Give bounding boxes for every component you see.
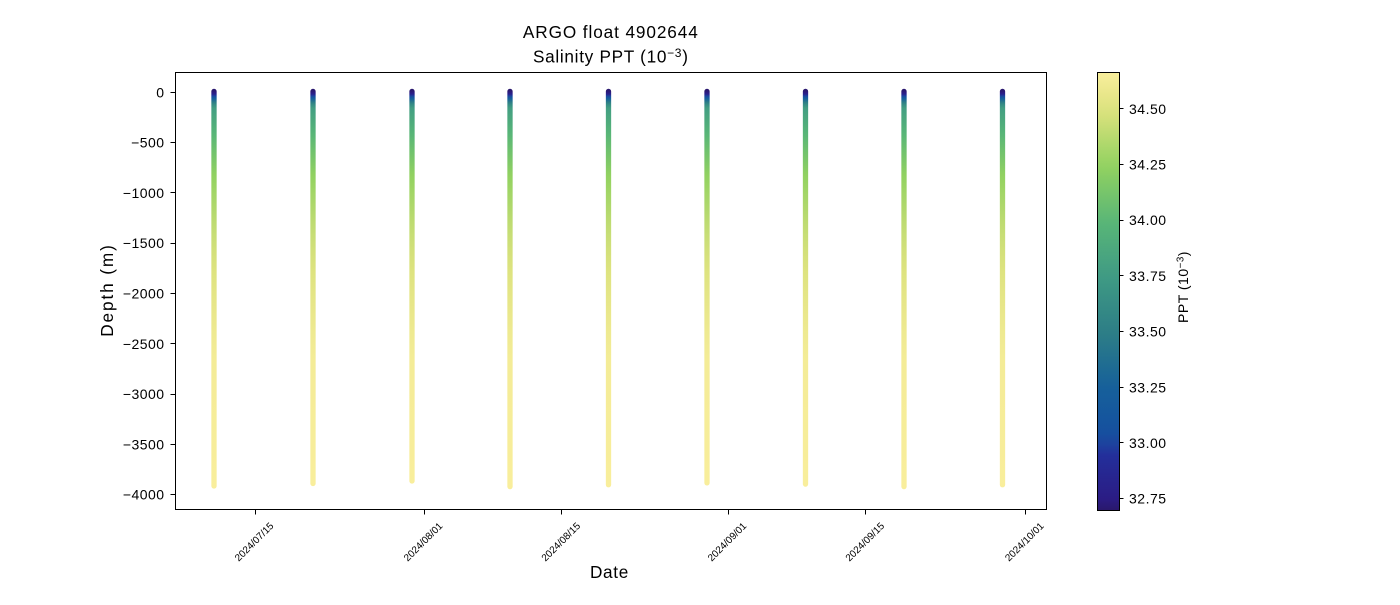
svg-text:PPT (10−3): PPT (10−3)	[1175, 251, 1191, 323]
svg-text:−2000: −2000	[123, 286, 165, 302]
svg-text:33.00: 33.00	[1129, 435, 1167, 451]
svg-text:−1000: −1000	[123, 185, 165, 201]
svg-text:34.50: 34.50	[1129, 101, 1167, 117]
svg-text:0: 0	[156, 84, 164, 100]
svg-text:−1500: −1500	[123, 235, 165, 251]
svg-text:33.50: 33.50	[1129, 324, 1167, 340]
svg-text:34.00: 34.00	[1129, 212, 1167, 228]
svg-text:−2500: −2500	[123, 336, 165, 352]
svg-text:−3000: −3000	[123, 386, 165, 402]
svg-text:34.25: 34.25	[1129, 157, 1167, 173]
svg-text:Depth (m): Depth (m)	[97, 243, 117, 337]
svg-text:−500: −500	[131, 135, 164, 151]
svg-text:33.75: 33.75	[1129, 268, 1167, 284]
svg-text:−4000: −4000	[123, 487, 165, 503]
svg-text:Salinity PPT (10−3): Salinity PPT (10−3)	[533, 46, 689, 67]
svg-text:32.75: 32.75	[1129, 491, 1167, 507]
svg-text:−3500: −3500	[123, 436, 165, 452]
svg-text:Date: Date	[590, 562, 629, 582]
svg-text:33.25: 33.25	[1129, 379, 1167, 395]
svg-text:ARGO float 4902644: ARGO float 4902644	[523, 22, 699, 42]
